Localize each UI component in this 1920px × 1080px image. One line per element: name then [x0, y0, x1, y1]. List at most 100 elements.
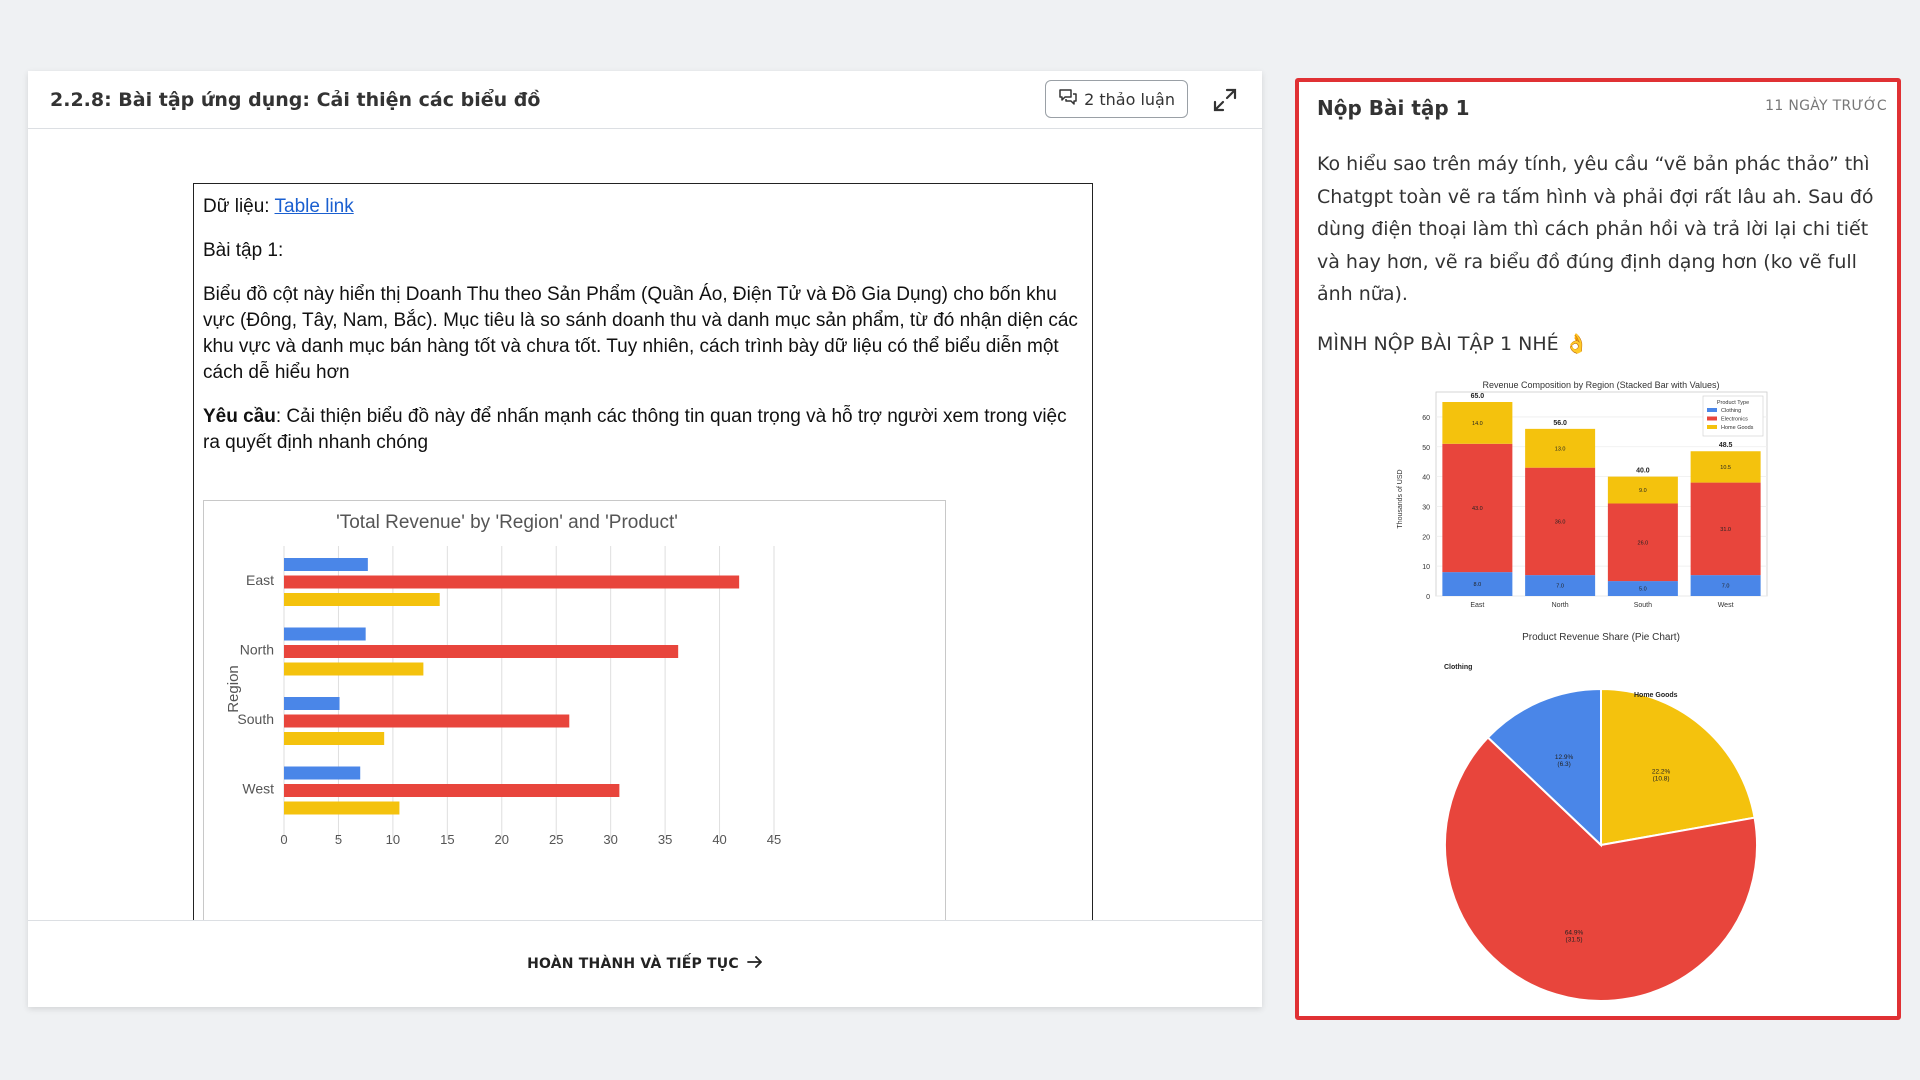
- table-link[interactable]: Table link: [274, 196, 354, 217]
- segment-value-label: 36.0: [1555, 519, 1566, 525]
- stacked-bar-segment: [1690, 575, 1761, 596]
- segment-value-label: 8.0: [1474, 582, 1482, 588]
- legend-swatch: [1707, 425, 1717, 429]
- x-tick-label: 40: [712, 832, 726, 847]
- stacked-bar-segment: [1525, 467, 1596, 576]
- x-tick-label: East: [1470, 602, 1484, 609]
- stacked-bar-segment: [1607, 476, 1678, 504]
- y-tick-label: 40: [1422, 475, 1430, 482]
- submission-title: Nộp Bài tập 1: [1317, 96, 1470, 120]
- category-label: West: [242, 781, 274, 797]
- x-tick-label: South: [1634, 602, 1652, 609]
- segment-value-label: 31.0: [1720, 527, 1731, 533]
- requirement-label: Yêu cầu: [203, 406, 276, 427]
- y-axis-label: Region: [225, 665, 242, 713]
- bar: [284, 662, 424, 676]
- slice-outer-label: Clothing: [1444, 664, 1472, 671]
- legend-box: [1702, 395, 1764, 437]
- slice-value-label: 22.2%: [1652, 768, 1671, 775]
- slice-value-label: (10.8): [1653, 775, 1670, 782]
- category-label: East: [246, 572, 274, 588]
- bar: [284, 697, 340, 710]
- y-tick-label: 20: [1422, 534, 1430, 541]
- arrow-right-icon: [746, 956, 763, 972]
- x-tick-label: 10: [386, 832, 400, 847]
- x-tick-label: 45: [767, 832, 781, 847]
- complete-continue-button[interactable]: HOÀN THÀNH VÀ TIẾP TỤC: [527, 956, 763, 972]
- exercise-requirement: Yêu cầu: Cải thiện biểu đồ này để nhấn m…: [203, 404, 1083, 456]
- bar: [284, 575, 740, 589]
- y-tick-label: 50: [1422, 445, 1430, 452]
- stacked-bar-segment: [1442, 572, 1513, 596]
- legend-label: Home Goods: [1721, 425, 1754, 431]
- exercise-heading: Bài tập 1:: [203, 240, 284, 261]
- y-tick-label: 30: [1422, 504, 1430, 511]
- stacked-bar-segment: [1442, 402, 1513, 444]
- bar: [284, 801, 400, 815]
- bar: [284, 714, 570, 728]
- x-tick-label: 30: [603, 832, 617, 847]
- x-tick-label: 5: [335, 832, 342, 847]
- bar: [284, 593, 440, 606]
- chart-title: Product Revenue Share (Pie Chart): [1522, 632, 1680, 643]
- stacked-bar-segment: [1690, 482, 1761, 576]
- stacked-bar-segment: [1607, 581, 1678, 596]
- bar: [284, 558, 368, 571]
- original-bar-chart: 'Total Revenue' by 'Region' and 'Product…: [225, 512, 781, 847]
- slice-value-label: 64.9%: [1565, 930, 1584, 937]
- bar-total-label: 65.0: [1471, 393, 1485, 400]
- stacked-bar-segment: [1525, 575, 1596, 596]
- pie-chart: Product Revenue Share (Pie Chart) 22.2%(1…: [1444, 632, 1758, 1002]
- legend-label: Clothing: [1721, 408, 1741, 414]
- stacked-bar-segment: [1690, 451, 1761, 483]
- y-tick-label: 10: [1422, 564, 1430, 571]
- x-tick-label: 20: [495, 832, 509, 847]
- stacked-bar-segment: [1525, 428, 1596, 468]
- stacked-bar-segment: [1442, 443, 1513, 573]
- y-axis-label: Thousands of USD: [1397, 469, 1404, 528]
- slice-outer-label: Home Goods: [1634, 692, 1678, 699]
- x-tick-label: 0: [280, 832, 287, 847]
- segment-value-label: 5.0: [1639, 587, 1647, 593]
- bar-total-label: 56.0: [1553, 420, 1567, 427]
- segment-value-label: 10.5: [1720, 465, 1731, 471]
- x-tick-label: 15: [440, 832, 454, 847]
- bar: [284, 784, 620, 797]
- original-bar-chart-frame: 'Total Revenue' by 'Region' and 'Product…: [203, 500, 946, 923]
- segment-value-label: 7.0: [1722, 584, 1730, 590]
- lesson-title: 2.2.8: Bài tập ứng dụng: Cải thiện các b…: [50, 88, 541, 111]
- segment-value-label: 26.0: [1638, 540, 1649, 546]
- x-tick-label: 25: [549, 832, 563, 847]
- segment-value-label: 13.0: [1555, 446, 1566, 452]
- data-line: Dữ liệu: Table link: [203, 194, 1083, 220]
- submission-charts: Revenue Composition by Region (Stacked B…: [1389, 372, 1809, 1016]
- legend-swatch: [1707, 408, 1717, 412]
- legend-swatch: [1707, 416, 1717, 421]
- discussion-label: 2 thảo luận: [1084, 89, 1175, 109]
- legend-title: Product Type: [1717, 400, 1749, 406]
- continue-label: HOÀN THÀNH VÀ TIẾP TỤC: [527, 956, 739, 972]
- bar: [284, 645, 679, 658]
- discussion-button[interactable]: 2 thảo luận: [1045, 80, 1188, 118]
- bar: [284, 766, 361, 780]
- category-label: South: [237, 711, 274, 727]
- slice-value-label: (31.5): [1566, 937, 1583, 944]
- bar: [284, 732, 385, 745]
- slice-value-label: 12.9%: [1555, 754, 1574, 761]
- x-tick-label: North: [1552, 602, 1569, 609]
- submission-body: Ko hiểu sao trên máy tính, yêu cầu “vẽ b…: [1317, 153, 1874, 305]
- pie-slice: [1444, 736, 1758, 1002]
- segment-value-label: 7.0: [1556, 584, 1564, 590]
- stacked-bar-segment: [1607, 503, 1678, 582]
- submission-date: 11 NGÀY TRƯỚC: [1765, 98, 1887, 114]
- requirement-text: : Cải thiện biểu đồ này để nhấn mạnh các…: [203, 406, 1067, 453]
- segment-value-label: 9.0: [1639, 488, 1647, 494]
- category-label: North: [240, 642, 274, 658]
- stacked-bar-chart: Revenue Composition by Region (Stacked B…: [1397, 380, 1768, 609]
- lesson-footer: HOÀN THÀNH VÀ TIẾP TỤC: [28, 920, 1262, 1007]
- chart-title: Revenue Composition by Region (Stacked B…: [1483, 380, 1720, 390]
- pie-slice: [1600, 687, 1756, 847]
- segment-value-label: 43.0: [1472, 506, 1483, 512]
- bar-total-label: 48.5: [1719, 442, 1733, 449]
- expand-icon[interactable]: [1210, 85, 1240, 115]
